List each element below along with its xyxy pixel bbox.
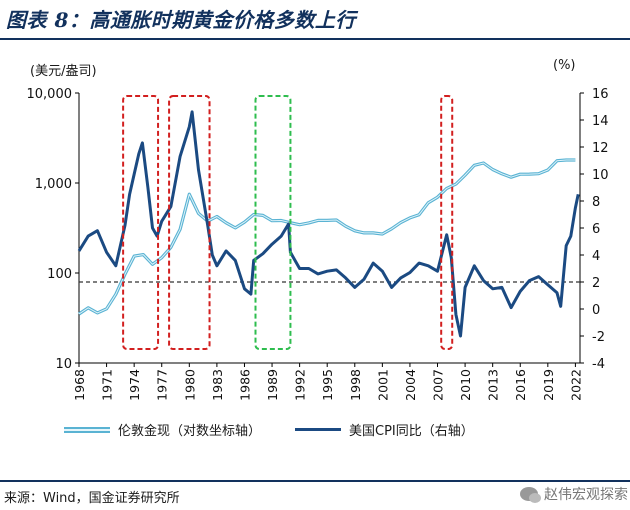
x-tick-label: 1989	[265, 369, 280, 401]
x-tick-label: 2007	[431, 369, 446, 401]
right-tick-label: 12	[592, 141, 609, 156]
x-tick-label: 1995	[320, 369, 335, 401]
right-tick-label: 2	[592, 276, 600, 291]
x-tick-label: 1974	[127, 369, 142, 401]
highlight-period-box-4	[440, 95, 454, 350]
highlight-period-box-2	[168, 95, 211, 350]
x-tick-label: 1968	[72, 369, 87, 401]
right-tick-label: -2	[592, 330, 605, 345]
x-tick-label: 2022	[568, 369, 583, 401]
chart-legend: 伦敦金现（对数坐标轴） 美国CPI同比（右轴）	[64, 420, 604, 439]
right-tick-label: 16	[592, 87, 609, 102]
us-cpi-line	[77, 110, 580, 338]
x-tick-label: 2019	[541, 369, 556, 401]
left-tick-label: 100	[47, 267, 72, 282]
x-tick-label: 1977	[155, 369, 170, 401]
x-tick-label: 1971	[100, 369, 115, 401]
chart-title: 图表 8：高通胀时期黄金价格多数上行	[6, 8, 356, 32]
right-tick-label: 8	[592, 195, 600, 210]
left-tick-label: 10,000	[27, 87, 73, 102]
legend-item-cpi: 美国CPI同比（右轴）	[295, 420, 474, 439]
right-axis-unit: (%)	[553, 58, 576, 73]
legend-item-gold: 伦敦金现（对数坐标轴）	[64, 420, 261, 439]
x-tick-label: 2001	[375, 369, 390, 401]
legend-swatch-gold	[64, 426, 110, 433]
right-tick-label: 4	[592, 249, 600, 264]
source-note: 来源：Wind，国金证券研究所	[4, 491, 180, 506]
highlight-period-box-3	[254, 95, 292, 350]
x-tick-label: 1992	[293, 369, 308, 401]
x-tick-label: 1980	[182, 369, 197, 401]
left-axis-unit: (美元/盎司)	[30, 64, 97, 79]
right-tick-label: 14	[592, 114, 609, 129]
x-tick-label: 1986	[237, 369, 252, 401]
right-tick-label: 6	[592, 222, 600, 237]
watermark: 赵伟宏观探索	[520, 484, 628, 504]
x-tick-label: 2016	[513, 369, 528, 401]
chart-svg: 10 100 1,000 10,000 -4 -2 0 2 4 6 8 10 12 14 16 1968 197…	[27, 87, 609, 401]
x-tick-label: 1998	[348, 369, 363, 401]
x-tick-label: 2004	[403, 369, 418, 401]
x-tick-label: 2013	[486, 369, 501, 401]
x-tick-label: 1983	[210, 369, 225, 401]
footer-divider	[0, 480, 630, 482]
legend-label-cpi: 美国CPI同比（右轴）	[349, 424, 474, 439]
right-tick-label: -4	[592, 357, 605, 372]
legend-label-gold: 伦敦金现（对数坐标轴）	[118, 424, 262, 439]
left-tick-label: 1,000	[35, 177, 72, 192]
right-tick-label: 10	[592, 168, 609, 183]
highlight-period-box-1	[122, 95, 160, 350]
left-tick-label: 10	[55, 357, 72, 372]
legend-swatch-cpi	[295, 428, 342, 431]
gold-price-line-inner	[78, 159, 576, 315]
wechat-icon	[520, 487, 541, 503]
title-divider	[0, 38, 630, 40]
right-tick-label: 0	[592, 303, 600, 318]
gold-price-line	[78, 158, 576, 316]
watermark-text: 赵伟宏观探索	[544, 487, 628, 503]
x-tick-label: 2010	[458, 369, 473, 401]
